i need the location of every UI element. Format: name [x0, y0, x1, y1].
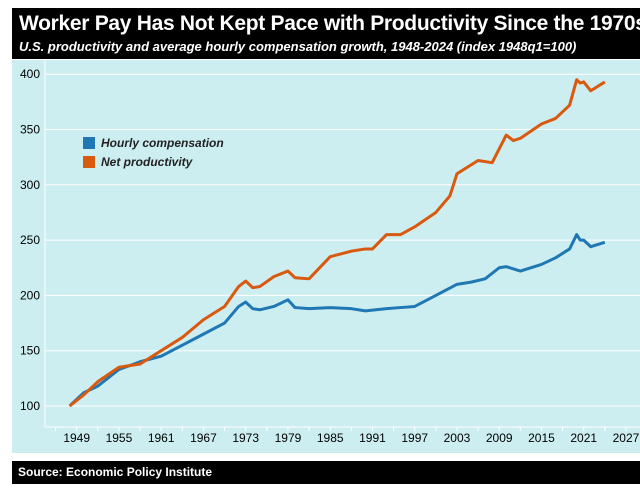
- legend-label: Net productivity: [101, 155, 194, 169]
- x-tick-label: 1949: [63, 431, 90, 445]
- x-tick-label: 1955: [106, 431, 133, 445]
- y-tick-label: 250: [20, 233, 40, 247]
- chart-title: Worker Pay Has Not Kept Pace with Produc…: [19, 12, 640, 35]
- y-tick-label: 300: [20, 178, 40, 192]
- y-tick-label: 350: [20, 123, 40, 137]
- x-tick-label: 1991: [359, 431, 386, 445]
- legend-swatch: [83, 137, 95, 149]
- chart-panel: [12, 60, 640, 453]
- source-text: Source: Economic Policy Institute: [18, 465, 213, 479]
- x-tick-label: 2003: [444, 431, 471, 445]
- x-tick-label: 2009: [486, 431, 513, 445]
- legend-label: Hourly compensation: [101, 136, 224, 150]
- series-line-productivity: [68, 78, 606, 408]
- y-tick-label: 100: [20, 399, 40, 413]
- x-tick-label: 1967: [190, 431, 217, 445]
- x-tick-label: 2015: [528, 431, 555, 445]
- source-bar: Source: Economic Policy Institute: [12, 461, 640, 484]
- x-tick-label: 1979: [275, 431, 302, 445]
- y-tick-label: 200: [20, 288, 40, 302]
- x-tick-label: 1961: [148, 431, 175, 445]
- x-tick-label: 1973: [232, 431, 259, 445]
- y-tick-label: 400: [20, 67, 40, 81]
- chart-subtitle: U.S. productivity and average hourly com…: [19, 39, 577, 54]
- legend-swatch: [83, 156, 95, 168]
- series-line-compensation: [68, 233, 606, 408]
- x-tick-label: 1985: [317, 431, 344, 445]
- x-tick-label: 2027: [613, 431, 640, 445]
- y-tick-label: 150: [20, 344, 40, 358]
- x-tick-label: 2021: [570, 431, 597, 445]
- chart-header: Worker Pay Has Not Kept Pace with Produc…: [12, 8, 640, 59]
- x-tick-label: 1997: [401, 431, 428, 445]
